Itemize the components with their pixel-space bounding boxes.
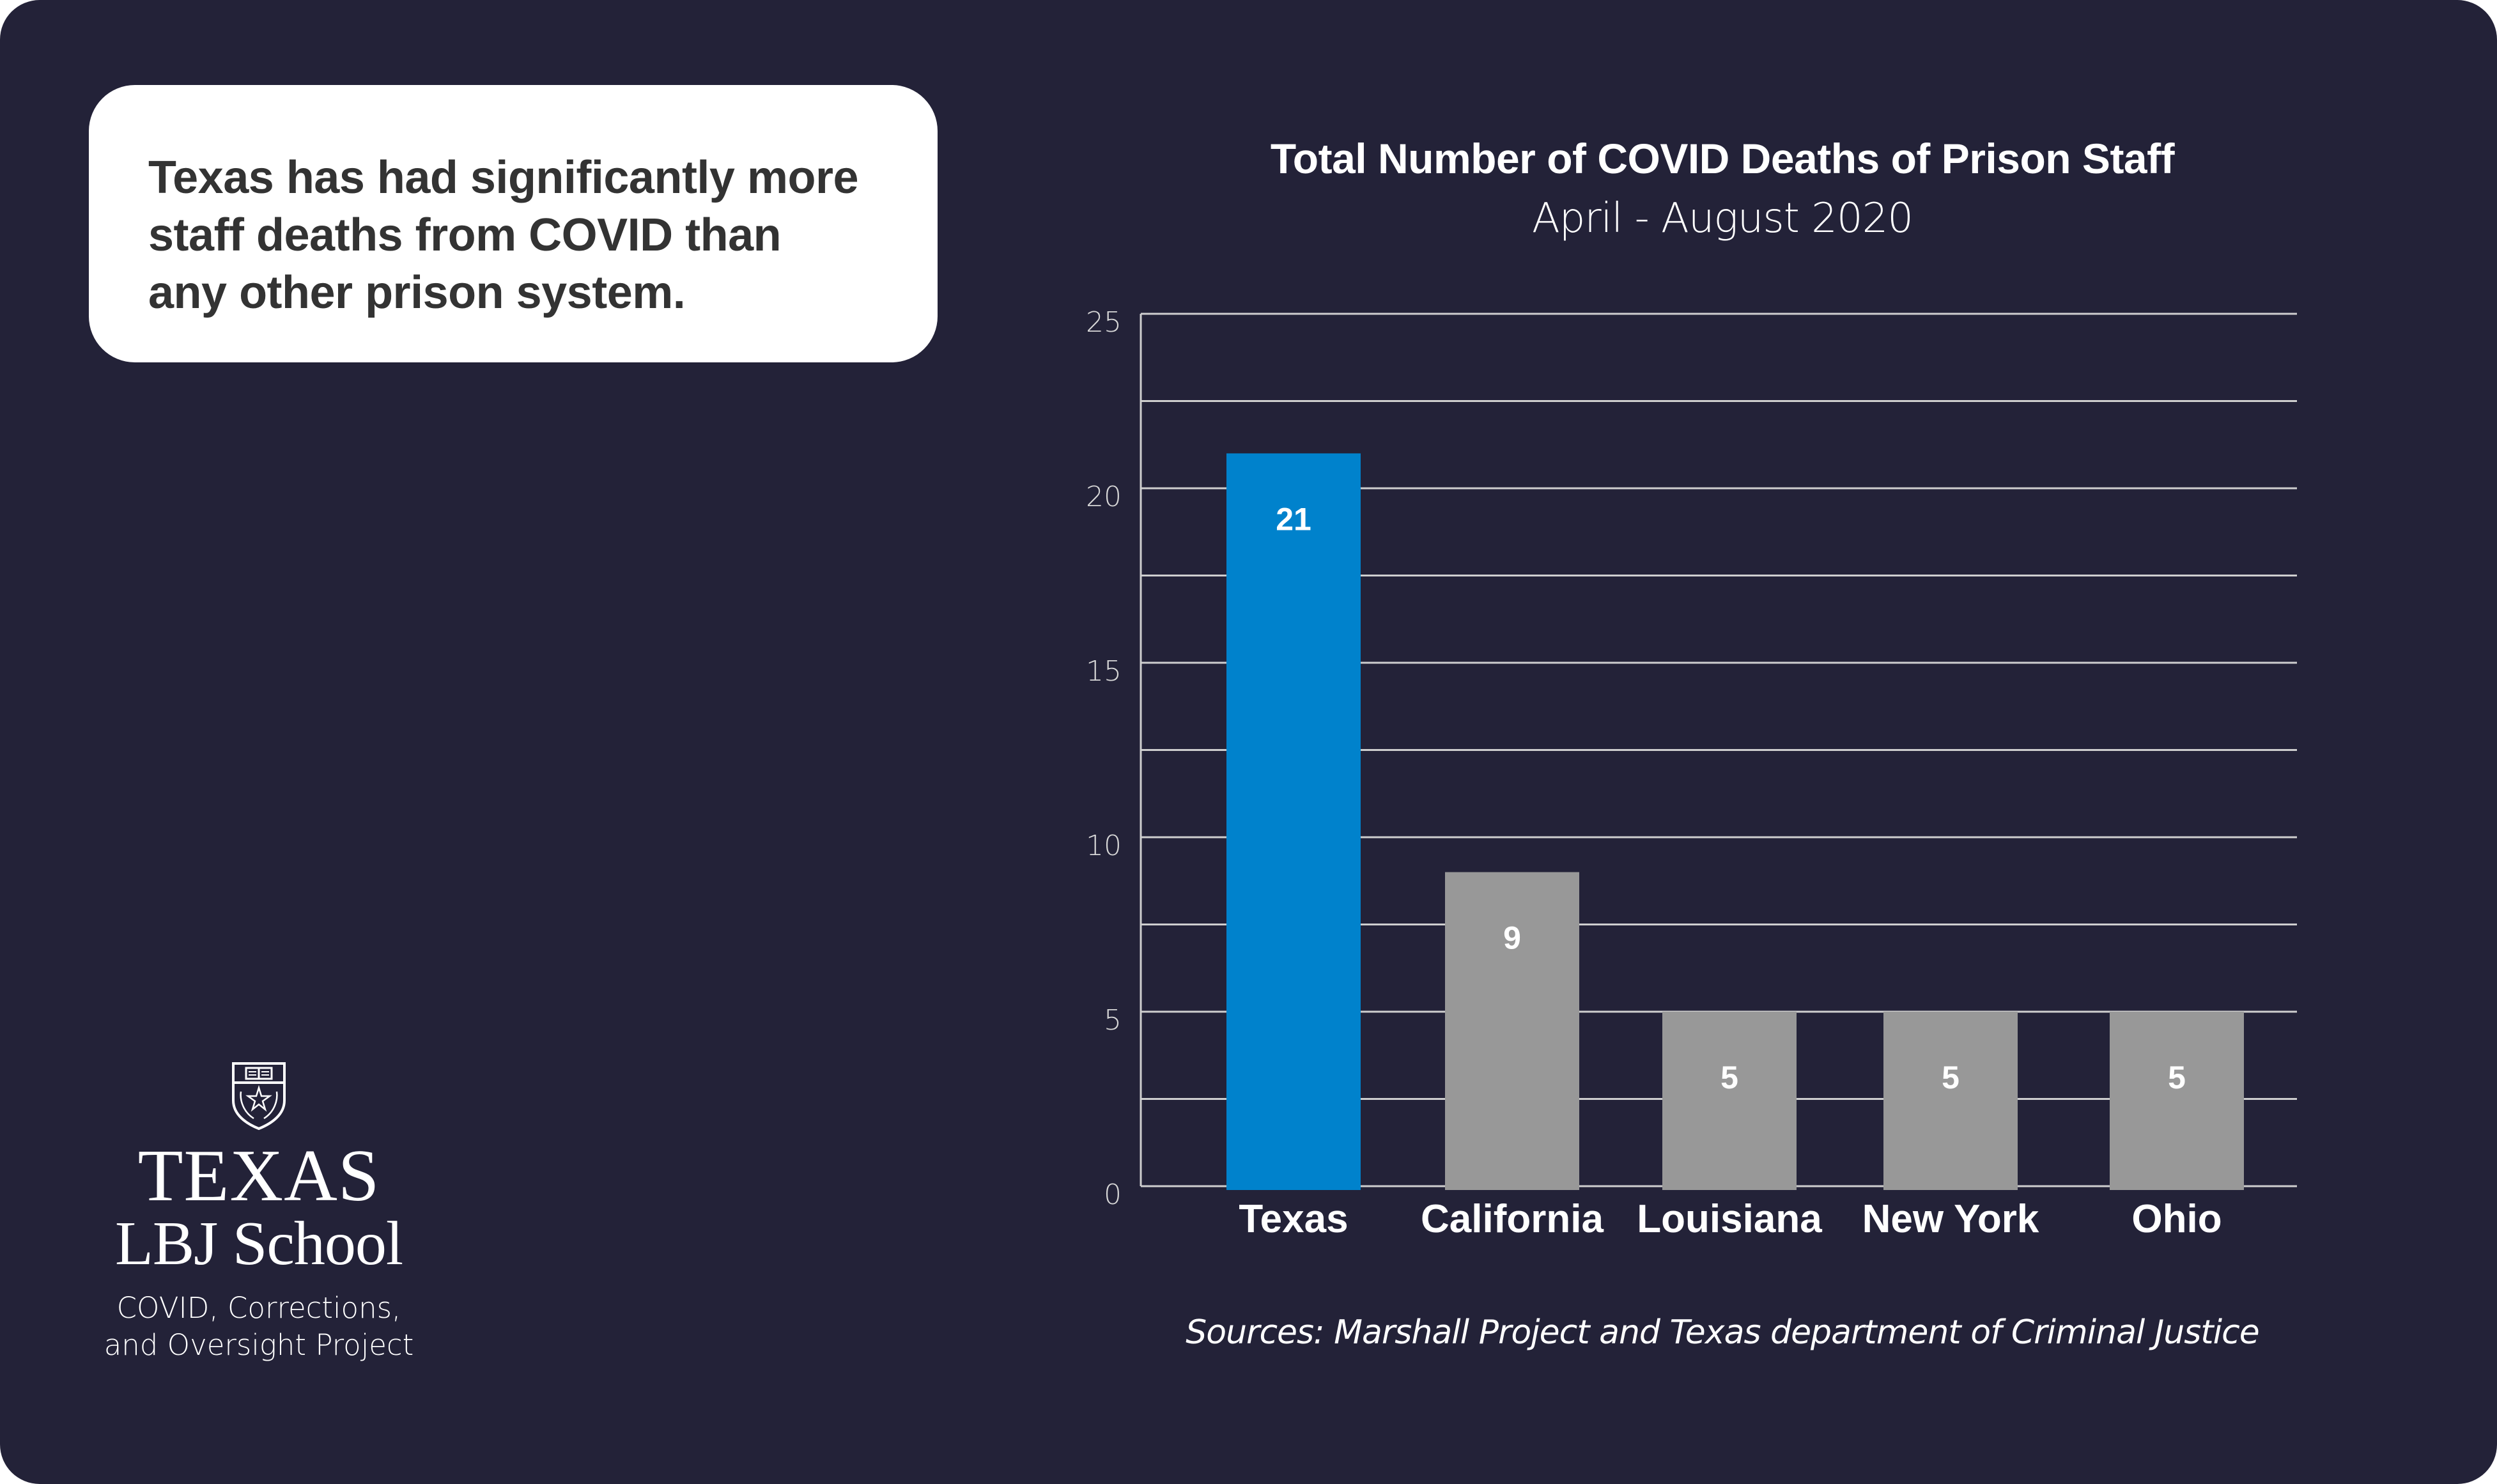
callout-text: Texas has had significantly more staff d…	[148, 152, 859, 318]
data-label: 21	[1276, 501, 1311, 537]
lbj-school-logo: TEXAS LBJ School COVID, Corrections, and…	[96, 1061, 422, 1364]
x-tick-label: California	[1421, 1197, 1604, 1241]
x-tick-label: Texas	[1239, 1197, 1348, 1241]
y-axis-ticks: 0 5 10 15 20 25	[1086, 306, 1122, 1211]
x-axis-labels: Texas California Louisiana New York Ohio	[1239, 1197, 2222, 1241]
y-tick-label: 25	[1086, 306, 1122, 339]
bar-california	[1445, 872, 1579, 1190]
bar-texas	[1226, 453, 1361, 1190]
x-tick-label: Louisiana	[1637, 1197, 1822, 1241]
y-tick-label: 10	[1086, 830, 1122, 862]
data-label: 5	[1720, 1060, 1738, 1095]
y-tick-label: 5	[1104, 1004, 1122, 1037]
y-tick-label: 20	[1086, 481, 1122, 513]
project-name: COVID, Corrections, and Oversight Projec…	[96, 1290, 422, 1364]
data-label: 5	[2168, 1060, 2186, 1095]
chart-title: Total Number of COVID Deaths of Prison S…	[1270, 135, 2175, 182]
y-tick-label: 0	[1104, 1179, 1122, 1211]
project-name-line-1: COVID, Corrections,	[116, 1291, 401, 1325]
sources-note: Sources: Marshall Project and Texas depa…	[1186, 1313, 2259, 1352]
data-label: 9	[1503, 920, 1521, 956]
bar-new-york	[1883, 1012, 2018, 1190]
x-tick-label: New York	[1862, 1197, 2039, 1241]
bar-louisiana	[1662, 1012, 1797, 1190]
logo-lbj-school-wordmark: LBJ School	[114, 1209, 403, 1278]
x-tick-label: Ohio	[2131, 1197, 2222, 1241]
callout-box: Texas has had significantly more staff d…	[89, 85, 938, 362]
bar-ohio	[2110, 1012, 2244, 1190]
ut-shield-icon	[232, 1062, 286, 1131]
logo-texas-wordmark: TEXAS	[137, 1135, 380, 1217]
project-name-line-2: and Oversight Project	[104, 1328, 414, 1362]
bars	[1226, 453, 2244, 1190]
chart-subtitle: April - August 2020	[1531, 195, 1913, 242]
data-label: 5	[1942, 1060, 1960, 1095]
y-tick-label: 15	[1086, 655, 1122, 688]
data-labels: 21 9 5 5 5	[1276, 501, 2186, 1095]
